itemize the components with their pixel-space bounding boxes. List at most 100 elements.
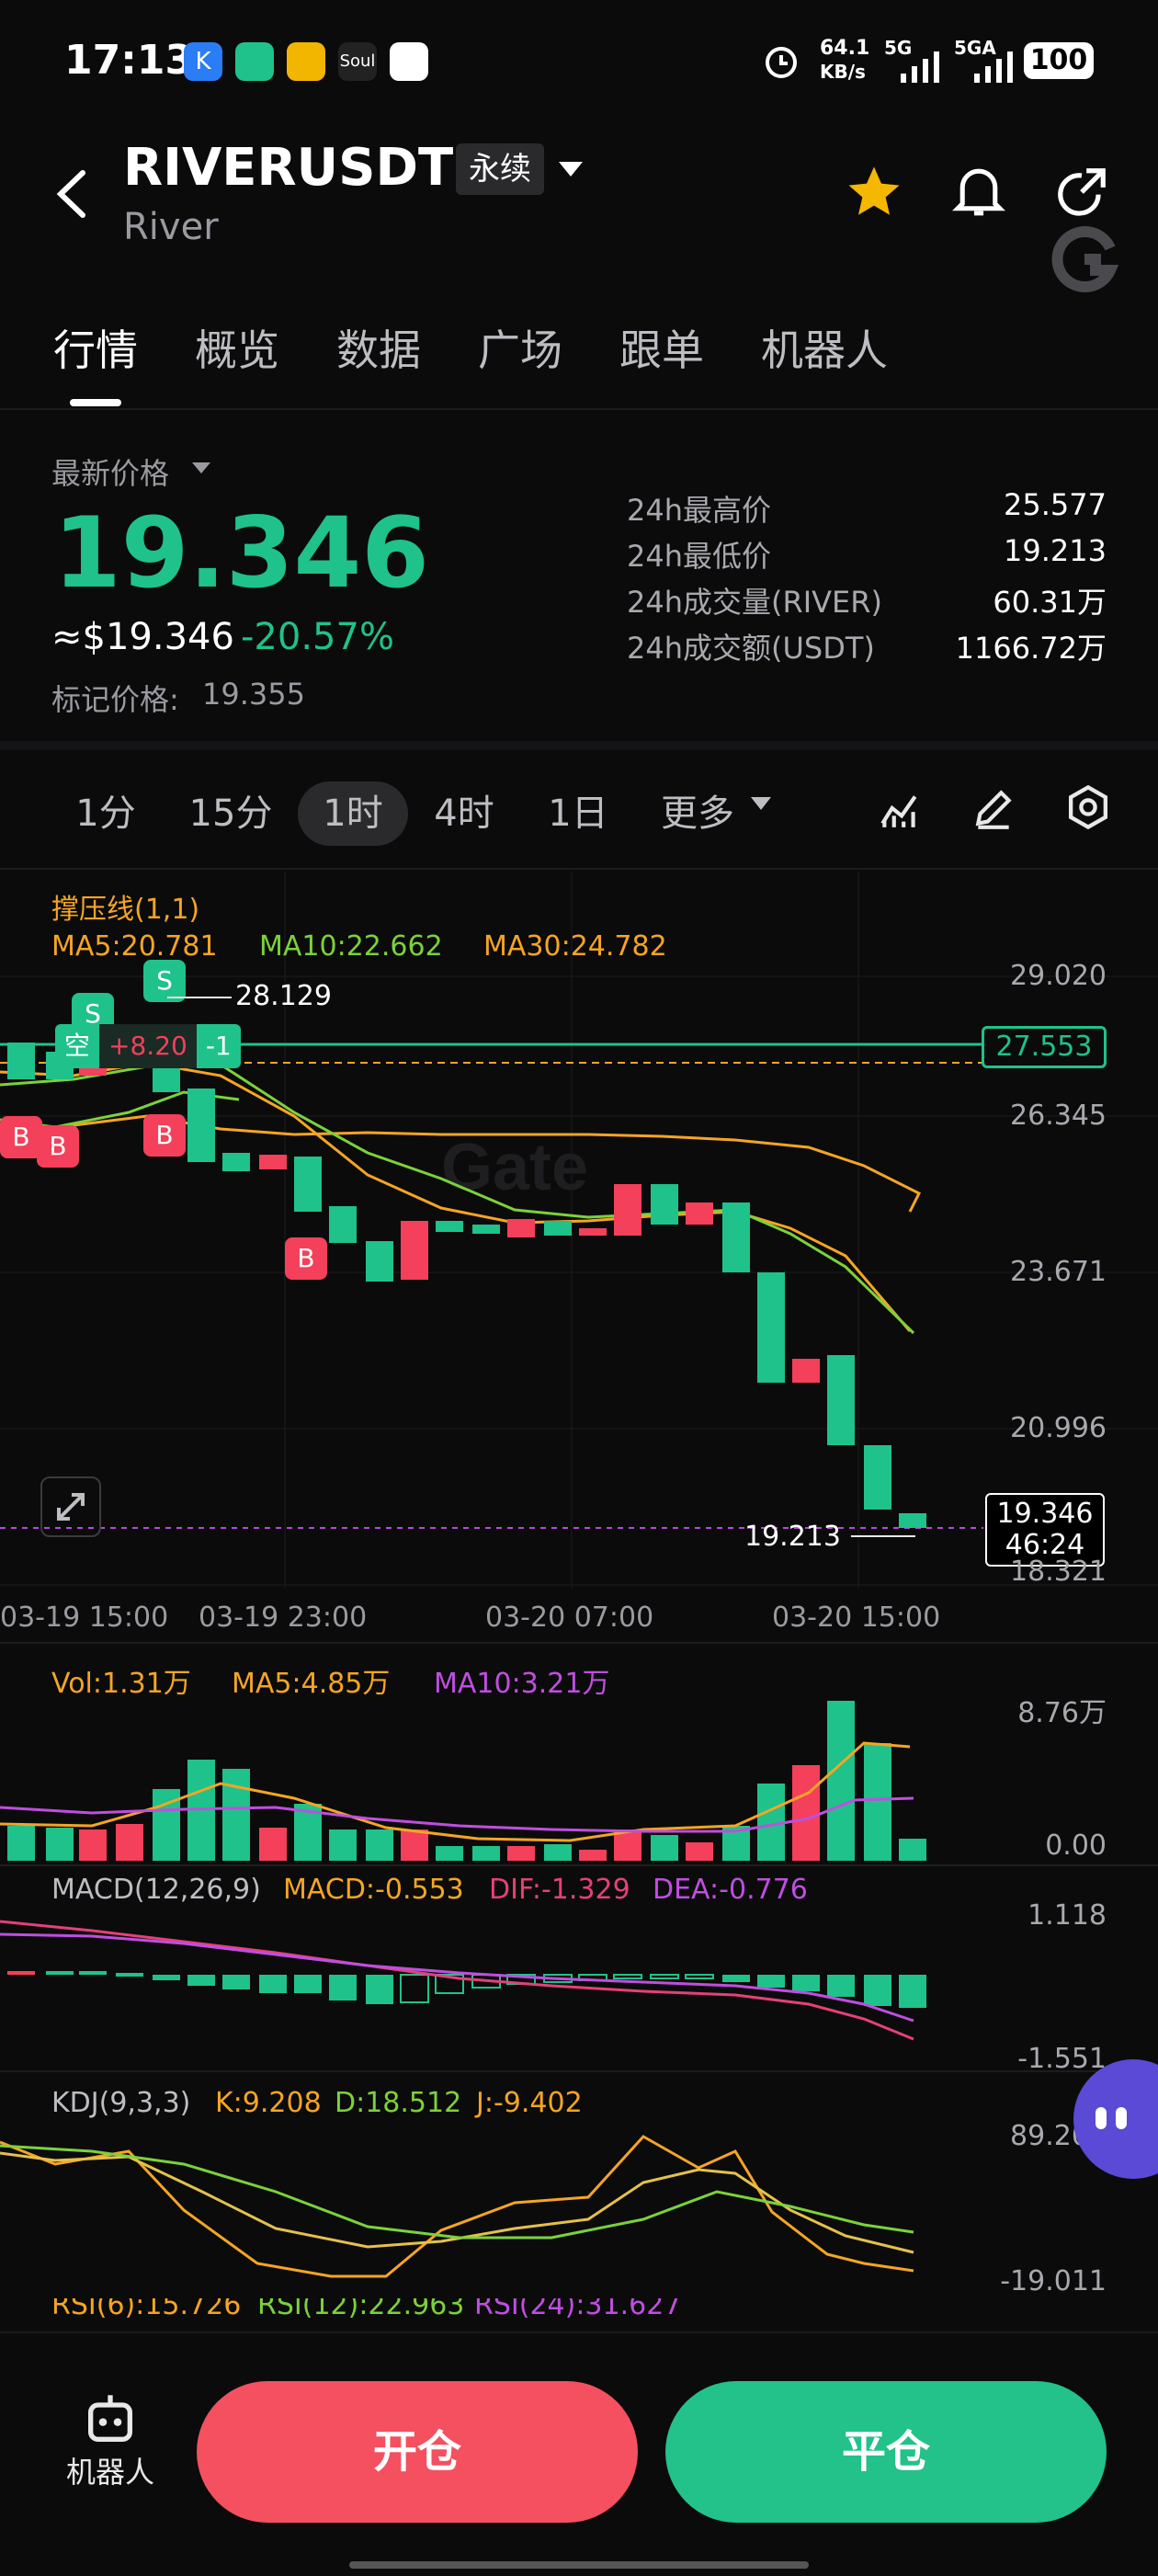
share-icon[interactable] <box>1053 162 1110 222</box>
macd-panel[interactable]: MACD(12,26,9) MACD:-0.553 DIF:-1.329 DEA… <box>0 1866 1158 2075</box>
ma5-legend: MA5:20.781 <box>51 930 218 963</box>
tab-data[interactable]: 数据 <box>336 325 421 375</box>
volume-bars <box>0 1701 926 1861</box>
robot-icon <box>88 2395 132 2442</box>
tab-market[interactable]: 行情 <box>53 325 138 375</box>
ma10-legend: MA10:22.662 <box>259 930 443 963</box>
battery-level: 100 <box>1029 44 1088 76</box>
robot-label: 机器人 <box>65 2455 154 2490</box>
sell-signal-label: S <box>85 998 101 1029</box>
stat-low-label: 24h最低价 <box>627 539 772 574</box>
star-icon[interactable] <box>844 162 904 222</box>
signal2-icon <box>974 51 1013 83</box>
high-marker-value: 28.129 <box>235 980 332 1012</box>
volume-ma5: MA5:4.85万 <box>232 1668 391 1700</box>
usd-price: ≈$19.346 <box>51 616 234 658</box>
candle <box>864 1445 891 1510</box>
volume-ma10: MA10:3.21万 <box>434 1668 610 1700</box>
candlestick-chart[interactable]: Gate B B B B S S 28.129 空 +8.20 -1 27.5 <box>0 872 1158 1589</box>
position-tag[interactable]: 空 +8.20 -1 <box>55 1024 241 1068</box>
tab-bot[interactable]: 机器人 <box>761 325 888 375</box>
macd-plot <box>0 1920 926 2041</box>
assistant-bubble[interactable] <box>1073 2059 1158 2179</box>
price-label[interactable]: 最新价格 <box>51 456 170 491</box>
divider <box>0 1864 1158 1866</box>
open-position-button[interactable]: 开仓 <box>197 2381 638 2523</box>
stat-volume-value: 60.31万 <box>993 585 1107 620</box>
timeframe-1h[interactable]: 1时 <box>298 781 408 846</box>
tab-copy-trading[interactable]: 跟单 <box>619 325 704 375</box>
rsi-24: RSI(24):31.627 <box>474 2298 682 2319</box>
signal-icon <box>901 51 939 83</box>
robot-button[interactable]: 机器人 <box>55 2390 165 2501</box>
symbol-name: River <box>123 206 219 248</box>
volume-panel[interactable]: Vol:1.31万 MA5:4.85万 MA10:3.21万 8.76万 0.0… <box>0 1646 1158 1863</box>
position-qty: -1 <box>196 1024 241 1068</box>
close-position-button[interactable]: 平仓 <box>665 2381 1107 2523</box>
candle <box>472 1225 500 1234</box>
chevron-down-icon[interactable] <box>750 796 772 811</box>
buy-signal-label: B <box>12 1122 30 1152</box>
kdj-panel[interactable]: KDJ(9,3,3) K:9.208 D:18.512 J:-9.402 89.… <box>0 2072 1158 2297</box>
gate-logo-icon <box>1051 226 1119 292</box>
indicator-label[interactable]: 撑压线(1,1) <box>51 894 200 926</box>
countdown-timer: 46:24 <box>1005 1529 1085 1561</box>
stat-high-label: 24h最高价 <box>627 493 772 528</box>
volume-y-bottom: 0.00 <box>1045 1829 1107 1862</box>
symbol-title[interactable]: RIVERUSDT <box>123 138 454 198</box>
divider <box>0 2070 1158 2072</box>
bell-icon[interactable] <box>950 162 1007 222</box>
timeframe-4h[interactable]: 4时 <box>434 792 494 835</box>
tab-square[interactable]: 广场 <box>478 325 562 375</box>
timeframe-1m[interactable]: 1分 <box>75 792 136 835</box>
x-axis-tick: 03-20 15:00 <box>772 1601 941 1634</box>
settings-icon[interactable] <box>1064 783 1112 831</box>
contract-type-badge[interactable]: 永续 <box>456 143 544 195</box>
timeframe-1d[interactable]: 1日 <box>548 792 608 835</box>
net-speed: 64.1 <box>820 37 870 60</box>
tab-overview[interactable]: 概览 <box>195 325 279 375</box>
rsi-panel: RSI(6):15.726 RSI(12):22.963 RSI(24):31.… <box>0 2298 1158 2319</box>
alarm-icon <box>766 47 797 78</box>
battery-icon: 100 <box>1024 42 1094 79</box>
kdj-y-bottom: -19.011 <box>1000 2265 1107 2297</box>
candle <box>436 1221 463 1232</box>
back-icon[interactable] <box>50 162 96 226</box>
y-axis-tick: 18.321 <box>1010 1556 1107 1588</box>
buy-signal-label: B <box>49 1131 67 1161</box>
stat-high-value: 25.577 <box>1004 487 1107 522</box>
current-price-value: 19.346 <box>996 1498 1094 1530</box>
candle <box>7 1043 35 1079</box>
fullscreen-button[interactable] <box>40 1476 101 1537</box>
y-axis-tick: 20.996 <box>1010 1412 1107 1444</box>
candle <box>722 1203 750 1272</box>
kdj-plot <box>0 2135 914 2278</box>
chevron-down-icon[interactable] <box>557 160 585 178</box>
chart-canvas[interactable]: Gate <box>0 872 1158 1589</box>
chat-icon <box>1096 2107 1127 2129</box>
position-price-tag: 27.553 <box>982 1026 1107 1068</box>
k-icon: K <box>184 42 222 81</box>
signal-5ga-label: 5GA <box>954 37 996 59</box>
price-change: -20.57% <box>241 616 394 658</box>
candle <box>544 1221 572 1236</box>
soul-icon: Soul <box>338 42 377 81</box>
y-axis-tick: 26.345 <box>1010 1100 1107 1132</box>
buy-signal-badge[interactable]: B <box>285 1237 327 1280</box>
buy-signal-badge[interactable]: B <box>37 1125 79 1168</box>
macd-title: MACD(12,26,9) <box>51 1874 261 1906</box>
sell-signal-badge[interactable]: S <box>143 960 186 1002</box>
status-bar: 17:13 K Soul 64.1 KB/s 5G 5GA 100 <box>0 0 1158 129</box>
pencil-icon[interactable] <box>971 785 1016 831</box>
candle <box>614 1184 641 1236</box>
indicator-icon[interactable] <box>877 785 923 831</box>
timeframe-15m[interactable]: 15分 <box>188 792 273 835</box>
candle <box>222 1153 250 1171</box>
caret-down-icon[interactable] <box>191 462 211 474</box>
timeframe-more[interactable]: 更多 <box>661 792 734 835</box>
candle <box>827 1355 855 1445</box>
buy-signal-badge[interactable]: B <box>0 1116 42 1158</box>
candle <box>686 1203 713 1225</box>
buy-signal-badge[interactable]: B <box>143 1114 186 1157</box>
divider <box>0 1642 1158 1644</box>
